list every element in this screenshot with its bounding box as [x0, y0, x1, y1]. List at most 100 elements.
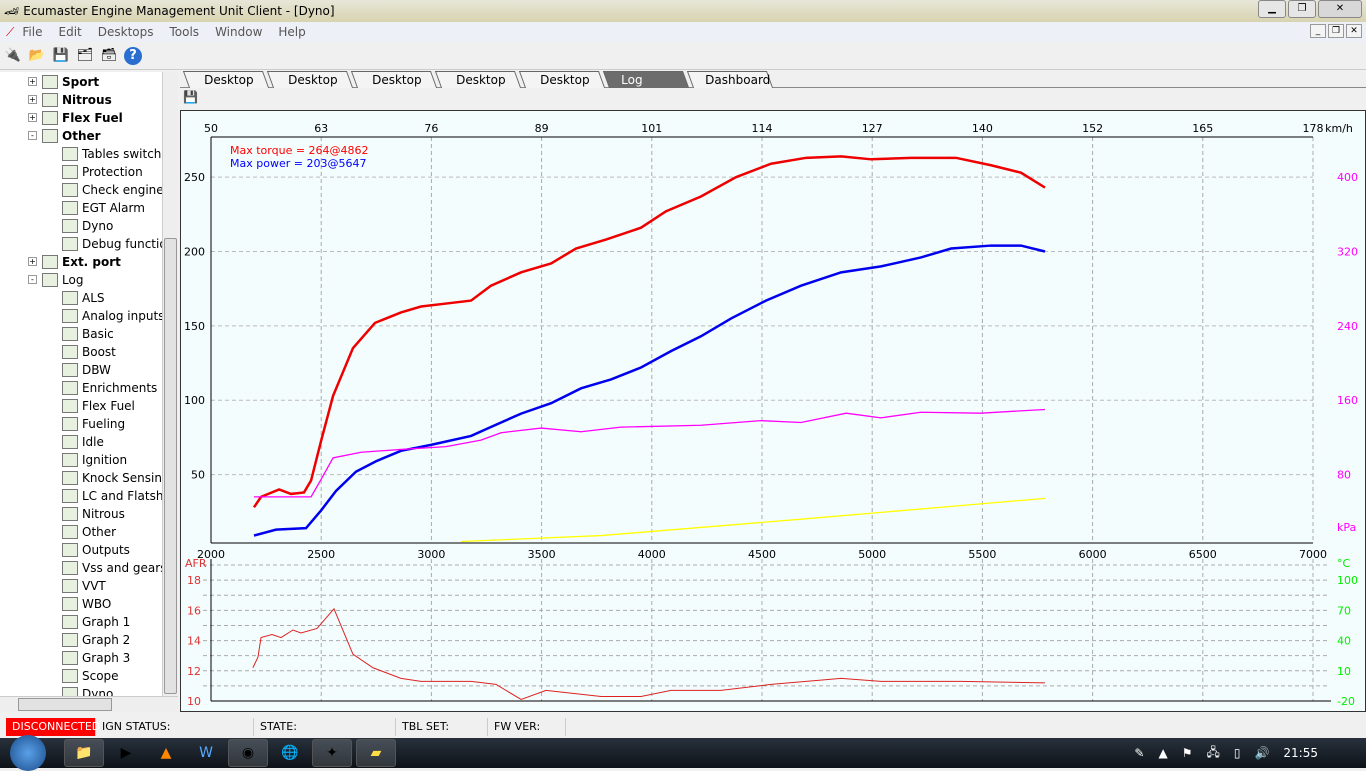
y-left-tick-label: 100: [184, 394, 205, 407]
tree-item-label: Other: [82, 525, 117, 539]
save-project-icon[interactable]: 🗃: [100, 48, 118, 63]
tree-item[interactable]: LC and Flatshift: [62, 487, 175, 505]
tree-item-label: Tables switch: [82, 147, 162, 161]
tree-item[interactable]: Nitrous: [42, 91, 112, 109]
tree-item[interactable]: Check engine: [62, 181, 164, 199]
tree-item[interactable]: WBO: [62, 595, 111, 613]
menu-file[interactable]: File: [22, 25, 43, 39]
open-icon[interactable]: 📂: [28, 48, 46, 63]
tree-item[interactable]: Flex Fuel: [62, 397, 135, 415]
tree-item[interactable]: Boost: [62, 343, 116, 361]
x-tick-label: 3500: [528, 548, 556, 561]
tree-expander[interactable]: +: [28, 257, 37, 266]
tab-desktop-5[interactable]: Desktop 5: [518, 71, 606, 103]
tree-item[interactable]: DBW: [62, 361, 111, 379]
tree-item[interactable]: EGT Alarm: [62, 199, 145, 217]
firmware-version: FW VER: 1,014: [488, 718, 566, 751]
show-hidden-icons[interactable]: ▲: [1158, 746, 1168, 760]
tree-item[interactable]: Fueling: [62, 415, 125, 433]
media-player-icon[interactable]: ▶: [120, 745, 132, 761]
tree-item[interactable]: Sport: [42, 73, 99, 91]
mdi-restore-button[interactable]: ❐: [1328, 24, 1344, 38]
word-icon[interactable]: W: [199, 745, 213, 761]
menu-desktops[interactable]: Desktops: [97, 25, 154, 39]
mdi-close-button[interactable]: ✕: [1346, 24, 1362, 38]
tab-desktop-2[interactable]: Desktop 2: [266, 71, 354, 103]
start-button[interactable]: [10, 735, 46, 771]
save-chart-icon[interactable]: 💾: [183, 90, 198, 104]
close-button[interactable]: ✕: [1318, 0, 1362, 18]
tree-item-label: EGT Alarm: [82, 201, 145, 215]
page-icon: [62, 525, 78, 539]
tree-item[interactable]: Analog inputs: [62, 307, 164, 325]
vlc-icon[interactable]: ▲: [160, 745, 172, 761]
tree-item[interactable]: ALS: [62, 289, 105, 307]
tree-item[interactable]: Dyno: [62, 217, 113, 235]
tree-item[interactable]: Graph 2: [62, 631, 130, 649]
menu-help[interactable]: Help: [278, 25, 306, 39]
tab-desktop-1[interactable]: Desktop 1: [182, 71, 270, 103]
explorer-icon[interactable]: 📁: [64, 739, 104, 767]
x-tick-label: 7000: [1299, 548, 1327, 561]
mdi-minimize-button[interactable]: _: [1310, 24, 1326, 38]
tree-item[interactable]: Tables switch: [62, 145, 161, 163]
open-project-icon[interactable]: 🗂: [76, 48, 94, 63]
top-tick-label: 114: [752, 122, 773, 135]
tree-item[interactable]: Ignition: [62, 451, 127, 469]
tree-item[interactable]: Nitrous: [62, 505, 125, 523]
action-center-flag-icon[interactable]: ⚑: [1181, 746, 1193, 760]
tree-expander[interactable]: -: [28, 275, 37, 284]
tree-expander[interactable]: +: [28, 113, 37, 122]
top-tick-label: 152: [1082, 122, 1103, 135]
tree-vertical-scrollbar[interactable]: [162, 72, 178, 696]
tree-item[interactable]: Protection: [62, 163, 143, 181]
tree-item[interactable]: VVT: [62, 577, 106, 595]
tree-item[interactable]: Other: [42, 127, 101, 145]
tree-item[interactable]: Graph 3: [62, 649, 130, 667]
tree-item[interactable]: Knock Sensing: [62, 469, 170, 487]
pen-input-icon[interactable]: ✎: [1134, 746, 1145, 760]
minimize-button[interactable]: ▁: [1258, 0, 1286, 18]
tree-expander[interactable]: +: [28, 95, 37, 104]
tree-item[interactable]: Outputs: [62, 541, 130, 559]
tree-item[interactable]: Vss and gears: [62, 559, 166, 577]
tree-item-label: Basic: [82, 327, 114, 341]
page-icon: [62, 327, 78, 341]
temp-tick-label: 70: [1337, 604, 1351, 617]
tree-item[interactable]: Basic: [62, 325, 114, 343]
maximize-button[interactable]: ❐: [1288, 0, 1316, 18]
tree-horizontal-scrollbar[interactable]: [0, 696, 178, 712]
tree-item[interactable]: Idle: [62, 433, 104, 451]
battery-icon[interactable]: ▯: [1233, 746, 1241, 760]
ecumaster-taskbar-icon[interactable]: ▰: [356, 739, 396, 767]
tree-item[interactable]: Ext. port: [42, 253, 121, 271]
app-icon[interactable]: ✦: [312, 739, 352, 767]
tree-item[interactable]: Debug functions: [62, 235, 177, 253]
tab-dashboard[interactable]: Dashboard: [686, 71, 774, 88]
tree-item[interactable]: Other: [62, 523, 116, 541]
network-icon[interactable]: 🖧: [1206, 744, 1220, 759]
connect-icon[interactable]: 🔌: [4, 48, 22, 63]
chrome-icon[interactable]: ◉: [228, 739, 268, 767]
menu-tools[interactable]: Tools: [169, 25, 200, 39]
tab-log[interactable]: Log: [602, 71, 690, 88]
tree-expander[interactable]: +: [28, 77, 37, 86]
save-icon[interactable]: 💾: [52, 48, 70, 63]
page-icon: [62, 417, 78, 431]
clock[interactable]: 21:55: [1283, 746, 1318, 760]
tab-desktop-3[interactable]: Desktop 3: [350, 71, 438, 103]
tree-item-label: Check engine: [82, 183, 164, 197]
menu-edit[interactable]: Edit: [58, 25, 82, 39]
tree-item[interactable]: Flex Fuel: [42, 109, 123, 127]
menu-bar: ⟋ File Edit Desktops Tools Window Help: [0, 22, 1366, 42]
tree-expander[interactable]: -: [28, 131, 37, 140]
network-app-icon[interactable]: 🌐: [281, 745, 299, 761]
tree-item[interactable]: Log: [42, 271, 83, 289]
tree-item[interactable]: Scope: [62, 667, 119, 685]
tree-item[interactable]: Graph 1: [62, 613, 130, 631]
tree-item[interactable]: Enrichments: [62, 379, 157, 397]
help-icon[interactable]: ?: [124, 46, 142, 65]
tab-desktop-4[interactable]: Desktop 4: [434, 71, 522, 103]
menu-window[interactable]: Window: [215, 25, 263, 39]
volume-icon[interactable]: 🔊: [1254, 746, 1270, 760]
